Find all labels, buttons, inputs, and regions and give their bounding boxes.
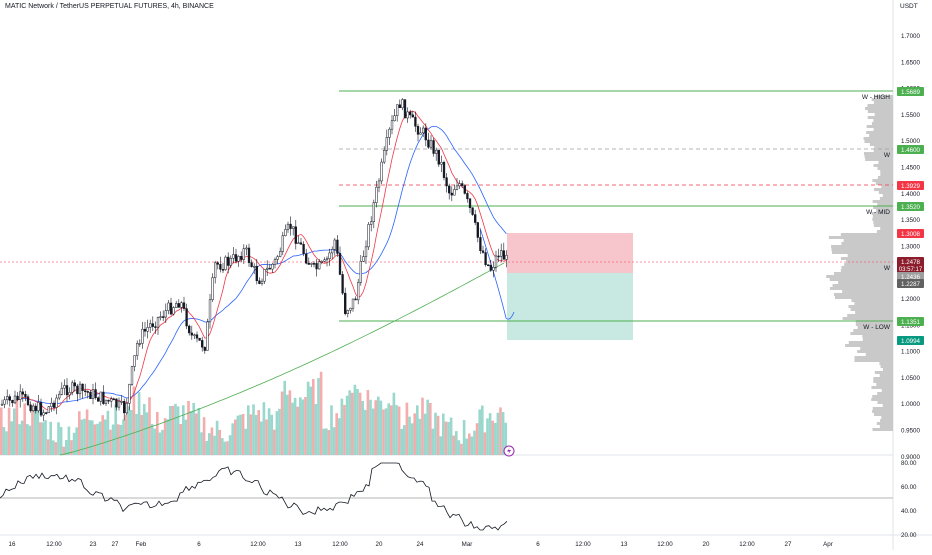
- svg-text:1.1351: 1.1351: [901, 319, 920, 326]
- price-tag-stop: 1.3008: [897, 229, 924, 238]
- symbol-title[interactable]: MATIC Network / TetherUS PERPETUAL FUTUR…: [5, 3, 214, 10]
- price-tag-w-mid: 1.3520: [897, 202, 924, 211]
- svg-text:1.0994: 1.0994: [901, 338, 920, 345]
- w-high-label: W - HIGH: [862, 94, 890, 101]
- risk-zone[interactable]: [507, 233, 633, 273]
- time-tick-label: 13: [295, 541, 302, 548]
- price-tick-label: 1.5000: [901, 138, 920, 145]
- time-tick-label: 6: [197, 541, 201, 548]
- price-tick-label: 1.4000: [901, 191, 920, 198]
- price-tag-w-low: 1.1351: [897, 317, 924, 326]
- price-tag-target: 1.0994: [897, 336, 924, 345]
- time-axis-ticks: 16 12:00 23 27 Feb 6 12:00 13 12:00 20 24 Mar 6 12:00…: [9, 541, 833, 548]
- time-tick-label: 12:00: [332, 541, 348, 548]
- svg-text:1.2478: 1.2478: [901, 259, 920, 266]
- time-tick-label: 20: [376, 541, 383, 548]
- reward-zone[interactable]: [507, 273, 633, 340]
- price-tick-label: 1.0500: [901, 375, 920, 382]
- time-tick-label: 27: [785, 541, 792, 548]
- price-tick-label: 1.0000: [901, 401, 920, 408]
- w-label: W: [884, 152, 891, 159]
- w-low-label: W - LOW: [863, 324, 891, 331]
- svg-text:1.2287: 1.2287: [901, 281, 920, 288]
- price-tag-sma: 1.2287: [897, 279, 924, 288]
- price-tag-red-dashed: 1.3929: [897, 181, 924, 190]
- rsi-tick-label: 20.00: [901, 532, 917, 539]
- time-tick-label: 20: [703, 541, 710, 548]
- price-tick-label: 1.3500: [901, 217, 920, 224]
- rsi-tick-label: 60.00: [901, 484, 917, 491]
- projection-curve: [479, 227, 515, 320]
- time-tick-label: 16: [9, 541, 16, 548]
- rsi-line: [0, 462, 508, 531]
- time-tick-label: Apr: [823, 541, 833, 548]
- time-tick-label: 12:00: [46, 541, 62, 548]
- rsi-axis-ticks: 80.00 60.00 40.00 20.00: [901, 460, 917, 539]
- price-tick-label: 1.1000: [901, 349, 920, 356]
- price-tag-w-high: 1.5689: [897, 87, 924, 96]
- price-tag-current: 1.2478 03:57:17: [897, 257, 924, 273]
- price-tag-entry: 1.2436: [897, 272, 924, 281]
- time-tick-label: 6: [536, 541, 540, 548]
- price-tick-label: 1.7000: [901, 33, 920, 40]
- svg-text:1.2436: 1.2436: [901, 274, 920, 281]
- price-tag-w: 1.4600: [897, 145, 924, 154]
- svg-text:1.4600: 1.4600: [901, 147, 920, 154]
- volume-bars: [0, 371, 507, 455]
- svg-text:1.3929: 1.3929: [901, 183, 920, 190]
- time-tick-label: 12:00: [739, 541, 755, 548]
- time-tick-label: Feb: [136, 541, 147, 548]
- volume-profile: [826, 95, 893, 431]
- time-tick-label: 12:00: [657, 541, 673, 548]
- price-tick-label: 0.9000: [901, 454, 920, 461]
- svg-text:1.3008: 1.3008: [901, 231, 920, 238]
- price-tick-label: 1.4500: [901, 165, 920, 172]
- time-tick-label: 13: [621, 541, 628, 548]
- sma-green-line: [59, 262, 505, 456]
- price-tick-label: 1.2000: [901, 296, 920, 303]
- countdown: 03:57:17: [899, 267, 923, 273]
- price-tick-label: 1.5500: [901, 112, 920, 119]
- price-tick-label: 0.9500: [901, 428, 920, 435]
- time-tick-label: 24: [417, 541, 424, 548]
- svg-text:1.3520: 1.3520: [901, 204, 920, 211]
- svg-text:1.5689: 1.5689: [901, 89, 920, 96]
- ema-red-line: [12, 110, 507, 411]
- time-tick-label: Mar: [462, 541, 473, 548]
- lightning-icon[interactable]: [503, 445, 515, 457]
- price-tick-label: 1.6500: [901, 59, 920, 66]
- current-w-label: W: [884, 265, 891, 272]
- time-tick-label: 23: [90, 541, 97, 548]
- time-tick-label: 27: [112, 541, 119, 548]
- price-tick-label: 1.3000: [901, 243, 920, 250]
- time-tick-label: 12:00: [575, 541, 591, 548]
- time-tick-label: 12:00: [250, 541, 266, 548]
- ema-blue-line: [17, 126, 507, 404]
- price-axis-ticks: 1.70001.65001.60001.55001.50001.45001.40…: [901, 33, 920, 461]
- currency-label: USDT: [900, 3, 918, 10]
- rsi-tick-label: 40.00: [901, 508, 917, 515]
- w-mid-label: W - MID: [866, 209, 890, 216]
- candlesticks: [0, 98, 508, 422]
- rsi-tick-label: 80.00: [901, 460, 917, 467]
